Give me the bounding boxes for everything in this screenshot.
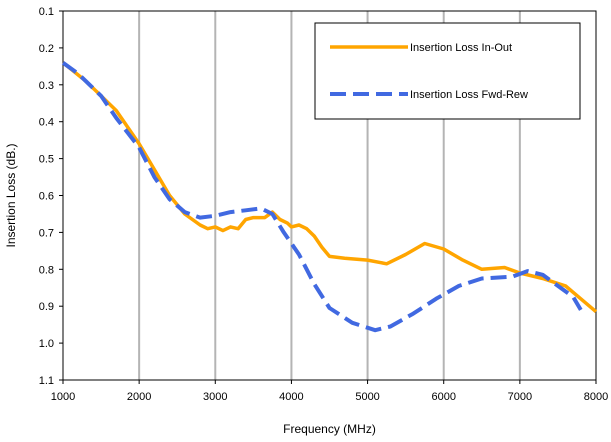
y-axis-title: Insertion Loss (dB.) — [4, 143, 18, 247]
y-tick-label: 1.1 — [39, 375, 54, 387]
x-tick-label: 5000 — [355, 391, 379, 403]
y-tick-label: 0.4 — [39, 117, 54, 129]
x-tick-label: 7000 — [508, 391, 532, 403]
x-tick-label: 2000 — [127, 391, 151, 403]
y-tick-label: 1.0 — [39, 338, 54, 350]
x-tick-label: 1000 — [51, 391, 75, 403]
y-tick-label: 0.3 — [39, 80, 54, 92]
x-axis-title: Frequency (MHz) — [283, 422, 376, 436]
y-tick-label: 0.9 — [39, 301, 54, 313]
x-tick-label: 3000 — [203, 391, 227, 403]
legend-box — [314, 22, 581, 120]
x-tick-label: 4000 — [279, 391, 303, 403]
x-tick-label: 6000 — [431, 391, 455, 403]
y-tick-label: 0.8 — [39, 264, 54, 276]
axis-ticks: 1000 2000 3000 4000 5000 6000 7000 8000 0.1 0.2 0.… — [39, 6, 609, 403]
legend: Insertion Loss In-Out Insertion Loss Fwd… — [314, 22, 581, 120]
y-tick-label: 0.7 — [39, 227, 54, 239]
y-tick-label: 0.5 — [39, 154, 54, 166]
y-tick-label: 0.6 — [39, 191, 54, 203]
y-tick-label: 0.1 — [39, 6, 54, 18]
x-tick-label: 8000 — [584, 391, 608, 403]
legend-label-in-out: Insertion Loss In-Out — [410, 42, 512, 54]
legend-label-fwd-rew: Insertion Loss Fwd-Rew — [410, 89, 528, 101]
series-line-fwd-rew — [61, 61, 583, 333]
series-lines — [61, 61, 598, 333]
y-tick-label: 0.2 — [39, 43, 54, 55]
